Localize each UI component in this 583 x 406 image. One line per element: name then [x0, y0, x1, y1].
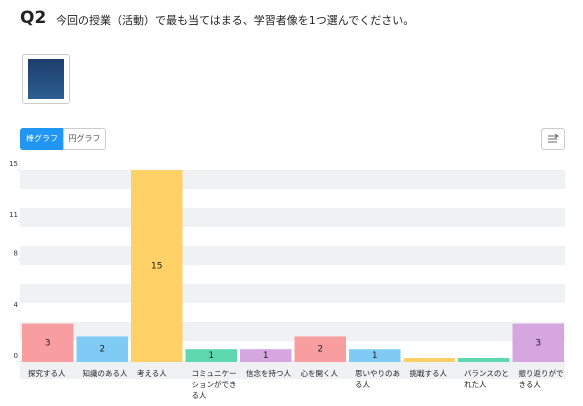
x-tick-label: 考える人 — [137, 369, 167, 378]
x-tick-label: コミュニケーションができる人 — [191, 369, 237, 400]
x-tick-label: 思いやりのある人 — [355, 369, 400, 389]
x-tick-label: 挑戦する人 — [409, 369, 448, 378]
stripe — [20, 208, 565, 227]
stripe — [20, 170, 565, 189]
stripe — [20, 246, 565, 265]
value-label: 2 — [99, 345, 105, 355]
value-label: 3 — [45, 338, 51, 348]
y-tick-label: 0 — [14, 352, 18, 360]
stripe — [20, 284, 565, 303]
y-tick-label: 4 — [14, 301, 19, 309]
export-icon — [548, 133, 559, 143]
thumbnail[interactable] — [22, 54, 70, 104]
value-label: 2 — [317, 345, 323, 355]
value-label: 1 — [263, 351, 269, 361]
bar — [185, 349, 237, 362]
bar — [131, 170, 183, 362]
x-tick-label: 知識のある人 — [82, 369, 128, 378]
x-tick-label: 探究する人 — [28, 369, 66, 378]
question-number: Q2 — [20, 8, 47, 28]
value-label: 1 — [208, 351, 214, 361]
y-tick-label: 15 — [9, 160, 18, 168]
bar — [22, 323, 74, 362]
bar — [240, 349, 292, 362]
y-tick-label: 8 — [14, 250, 18, 258]
question-text: 今回の授業（活動）で最も当てはまる、学習者像を1つ選んでください。 — [56, 14, 415, 27]
bar — [458, 358, 510, 362]
x-tick-label: バランスのとれた人 — [464, 369, 509, 389]
x-tick-label: 心を開く人 — [300, 369, 339, 378]
bar — [512, 323, 564, 362]
stripe — [20, 322, 565, 341]
bar-tab[interactable]: 棒グラフ — [20, 128, 64, 150]
bar — [349, 349, 401, 362]
y-tick-label: 11 — [9, 211, 18, 219]
bar — [294, 336, 346, 362]
bar — [403, 358, 455, 362]
value-label: 1 — [372, 351, 378, 361]
bar — [76, 336, 128, 362]
value-label: 15 — [151, 262, 162, 272]
x-tick-label: 信念を持つ人 — [246, 369, 291, 378]
pie-tab[interactable]: 円グラフ — [63, 128, 106, 150]
export-button[interactable] — [541, 128, 565, 150]
value-label: 3 — [535, 338, 541, 348]
x-tick-label: 振り返りができる人 — [518, 369, 564, 389]
